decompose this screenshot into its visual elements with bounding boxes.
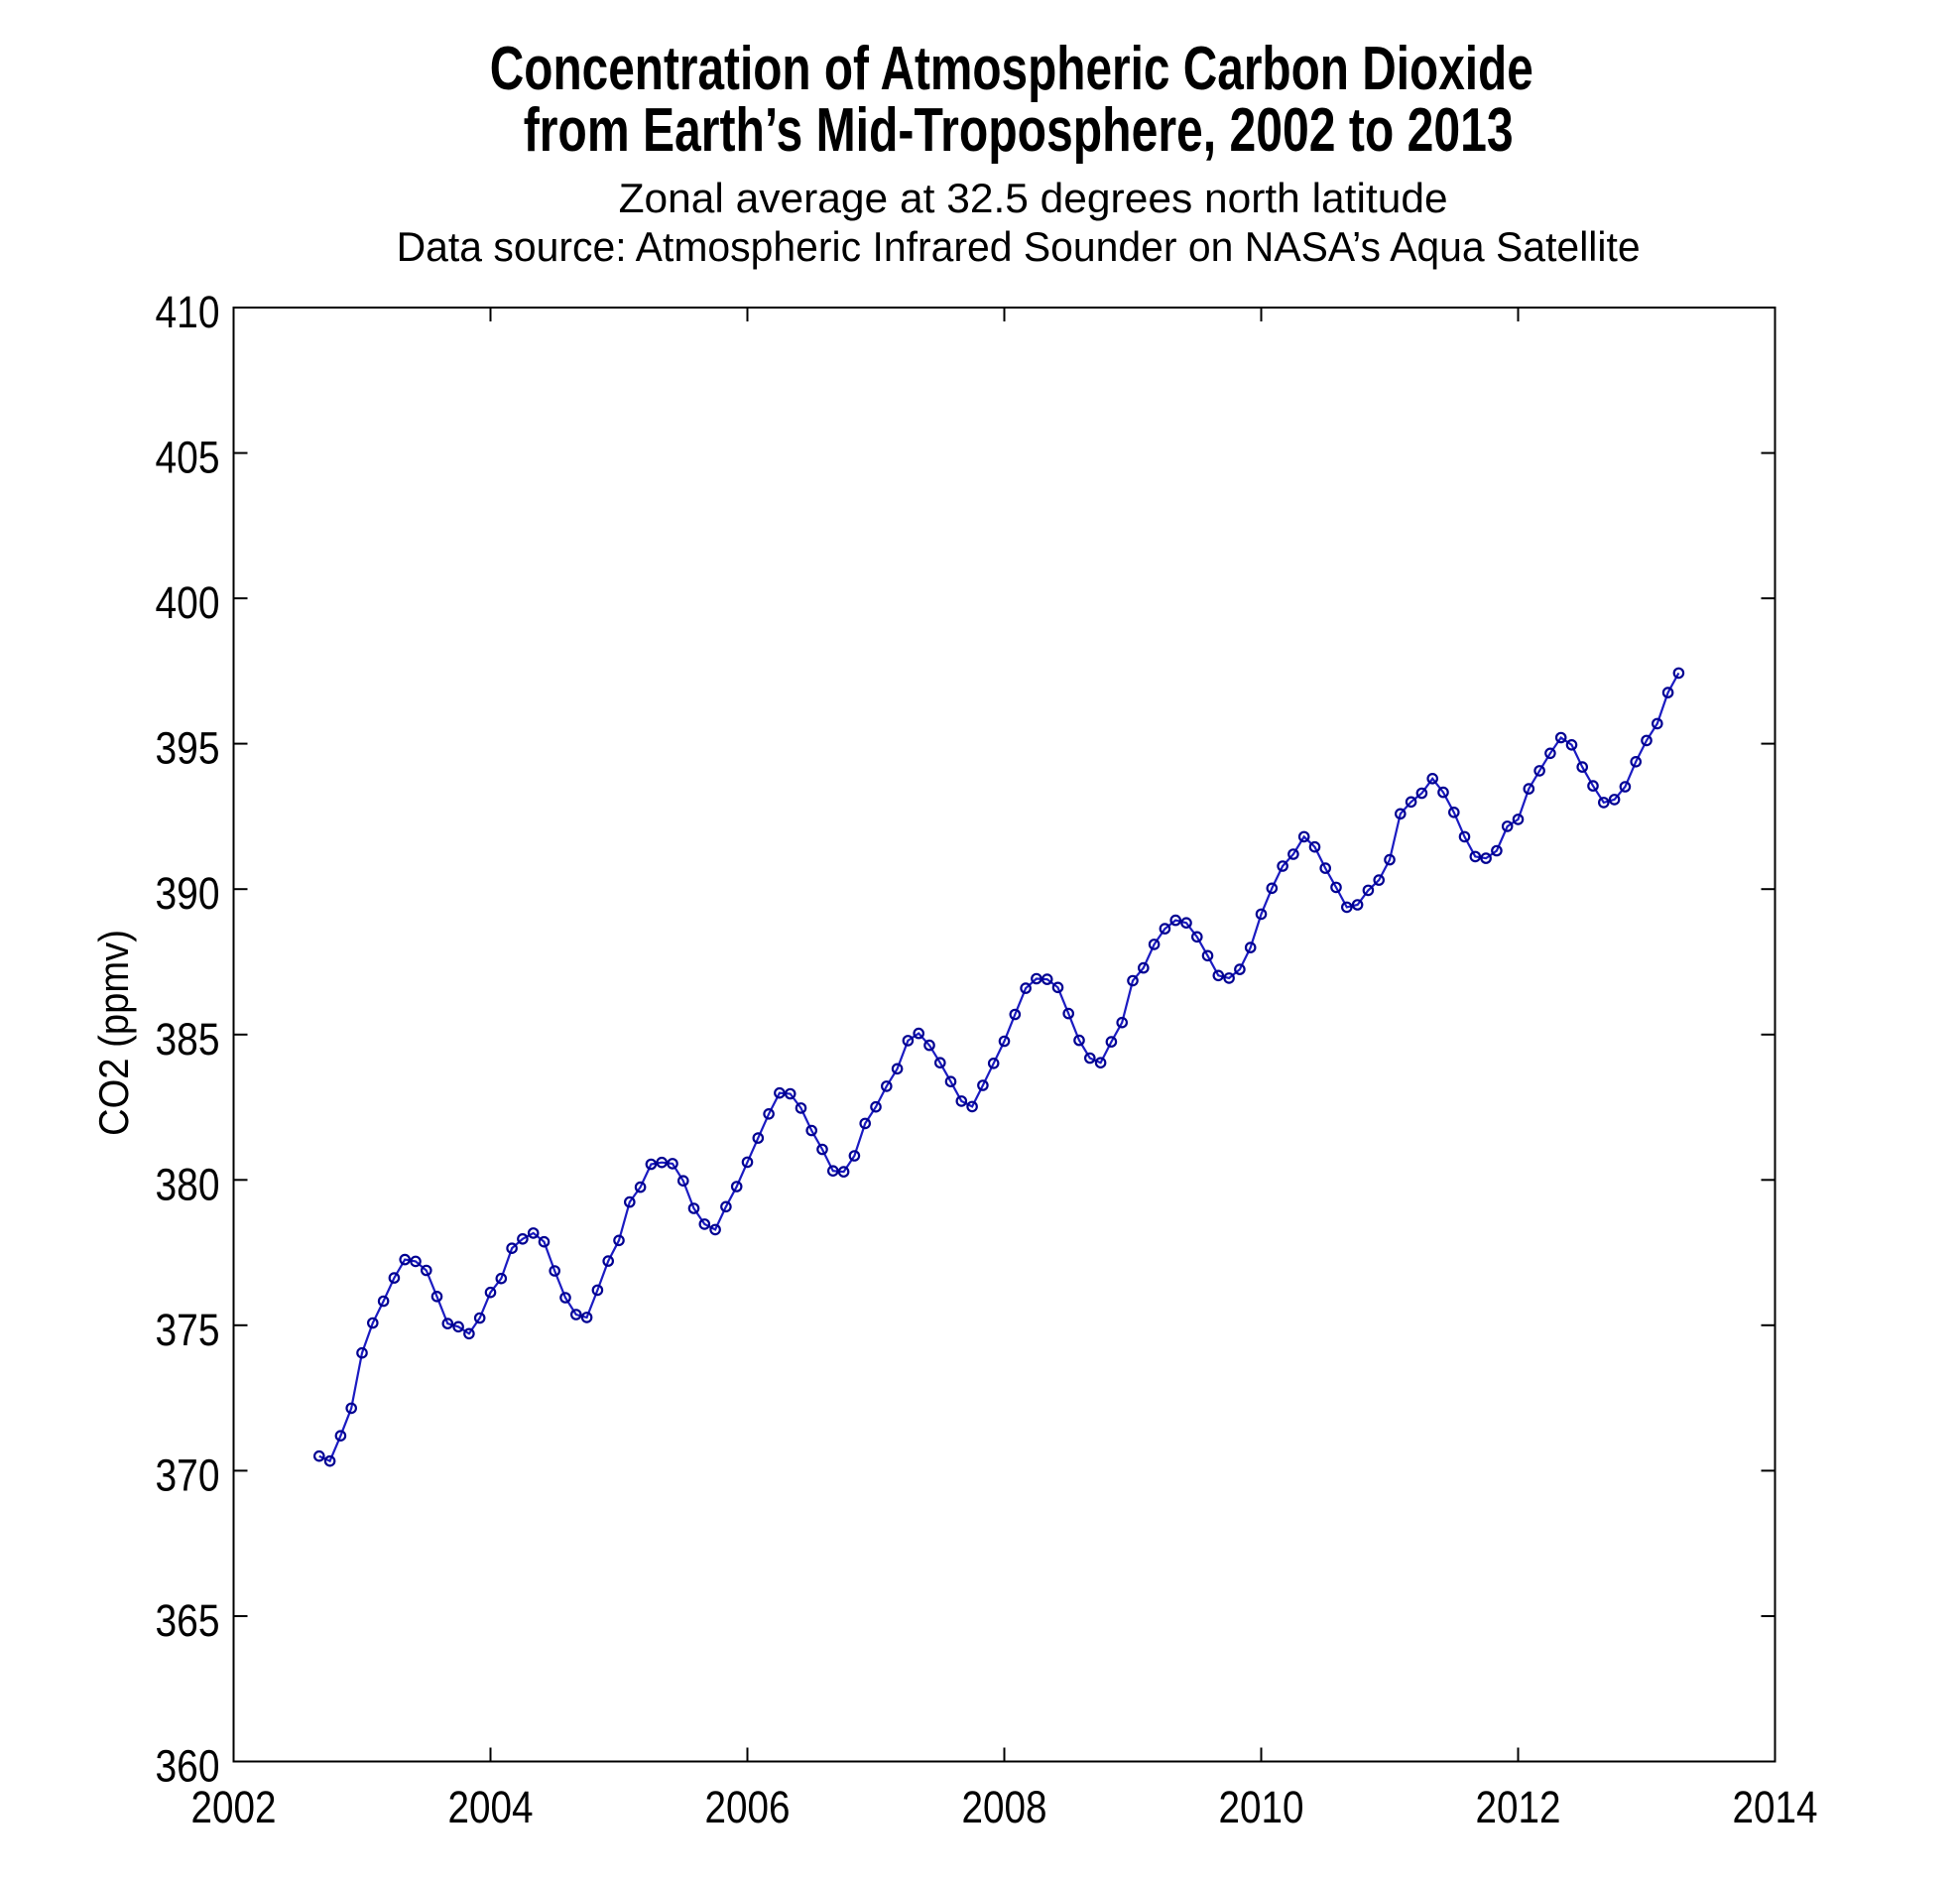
svg-text:Data source: Atmospheric Infra: Data source: Atmospheric Infrared Sounde… (397, 223, 1641, 270)
svg-text:Zonal average at 32.5 degrees: Zonal average at 32.5 degrees north lati… (619, 175, 1448, 221)
svg-text:395: 395 (156, 723, 220, 774)
svg-text:from Earth’s Mid-Troposphere,: from Earth’s Mid-Troposphere, 2002 to 20… (524, 96, 1514, 165)
svg-text:370: 370 (156, 1449, 220, 1500)
svg-text:2012: 2012 (1476, 1782, 1561, 1832)
svg-text:2004: 2004 (448, 1782, 534, 1832)
svg-text:405: 405 (156, 433, 220, 483)
svg-text:CO2 (ppmv): CO2 (ppmv) (90, 930, 137, 1136)
svg-text:2008: 2008 (962, 1782, 1047, 1832)
svg-text:2010: 2010 (1219, 1782, 1304, 1832)
svg-text:380: 380 (156, 1159, 220, 1209)
svg-text:385: 385 (156, 1014, 220, 1065)
svg-text:410: 410 (156, 287, 220, 337)
svg-text:2014: 2014 (1733, 1782, 1818, 1832)
svg-text:Concentration of Atmospheric C: Concentration of Atmospheric Carbon Diox… (490, 35, 1533, 103)
svg-text:390: 390 (156, 868, 220, 919)
svg-text:365: 365 (156, 1595, 220, 1646)
svg-text:2006: 2006 (705, 1782, 791, 1832)
svg-text:2002: 2002 (191, 1782, 277, 1832)
svg-text:375: 375 (156, 1305, 220, 1355)
svg-text:400: 400 (156, 577, 220, 628)
svg-text:360: 360 (156, 1741, 220, 1792)
